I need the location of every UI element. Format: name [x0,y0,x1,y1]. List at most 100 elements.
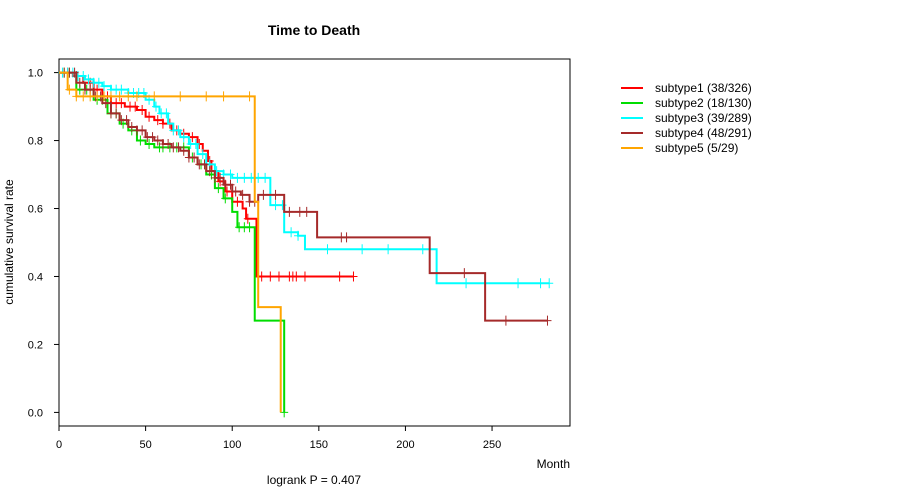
censor-mark [127,121,136,132]
legend-item: subtype1 (38/326) [621,81,752,95]
y-tick-label: 0.6 [28,204,43,216]
censor-mark [75,77,84,88]
censor-mark [65,84,74,95]
censor-mark [145,138,154,149]
censor-mark [136,135,145,146]
censor-mark [115,91,124,102]
series-5 [59,71,282,413]
censor-mark [79,70,88,81]
censor-mark [302,206,311,217]
censor-mark [545,278,554,289]
legend-label: subtype4 (48/291) [655,126,752,140]
censor-mark [100,81,109,92]
y-axis: 0.0 0.2 0.4 0.6 0.8 1.0 [28,68,59,419]
censor-mark [100,91,109,102]
censor-mark [214,183,223,194]
censor-mark [179,145,188,156]
legend-item: subtype5 (5/29) [621,141,738,155]
legend-label: subtype3 (39/289) [655,111,752,125]
x-axis: 0 50 100 150 200 250 [56,426,501,451]
censor-mark [259,189,268,200]
legend-label: subtype1 (38/326) [655,81,752,95]
censor-mark [226,169,235,180]
censor-mark [162,108,171,119]
legend-label: subtype2 (18/130) [655,96,752,110]
censor-mark [112,108,121,119]
censor-mark [294,230,303,241]
censor-mark [240,172,249,183]
x-tick-label: 100 [223,439,241,451]
x-tick-label: 0 [56,439,62,451]
censor-mark [418,244,427,255]
y-tick-label: 0.2 [28,339,43,351]
censor-mark [164,138,173,149]
censor-mark [70,67,79,78]
series-layer [58,67,554,418]
censor-mark [93,91,102,102]
censor-mark [219,91,228,102]
x-tick-label: 250 [483,439,501,451]
censor-mark [384,244,393,255]
censor-mark [72,91,81,102]
censor-mark [221,193,230,204]
censor-mark [271,189,280,200]
censor-mark [460,268,469,279]
censor-mark [202,91,211,102]
censor-mark [342,232,351,243]
x-axis-label: Month [537,457,570,471]
y-tick-label: 0.4 [28,271,43,283]
censor-mark [138,104,147,115]
series-3 [58,67,554,289]
y-axis-label: cumulative survival rate [2,179,16,305]
censor-mark [271,200,280,211]
censor-mark [153,115,162,126]
censor-mark [295,206,304,217]
censor-mark [153,135,162,146]
censor-mark [349,271,358,282]
censor-mark [124,91,133,102]
censor-mark [84,74,93,85]
censor-mark [278,200,287,211]
censor-mark [117,84,126,95]
x-tick-label: 200 [396,439,414,451]
censor-mark [462,278,471,289]
censor-mark [198,149,207,160]
y-tick-label: 0.8 [28,136,43,148]
x-tick-label: 150 [310,439,328,451]
censor-mark [514,278,523,289]
legend-label: subtype5 (5/29) [655,141,738,155]
legend-item: subtype3 (39/289) [621,111,752,125]
x-tick-label: 50 [139,439,151,451]
censor-mark [200,159,209,170]
censor-mark [238,189,247,200]
logrank-p-value: logrank P = 0.407 [267,473,362,487]
censor-mark [138,125,147,136]
censor-mark [501,315,510,326]
censor-mark [174,125,183,136]
censor-mark [179,132,188,143]
legend-item: subtype4 (48/291) [621,126,752,140]
legend-item: subtype2 (18/130) [621,96,752,110]
censor-mark [132,91,141,102]
censor-mark [117,98,126,109]
censor-mark [233,196,242,207]
censor-mark [226,179,235,190]
censor-mark [190,152,199,163]
censor-mark [536,278,545,289]
censor-mark [358,244,367,255]
censor-mark [335,271,344,282]
plot-frame [58,58,571,427]
censor-mark [150,91,159,102]
censor-mark [261,172,270,183]
censor-mark [543,315,552,326]
censor-mark [233,172,242,183]
censor-mark [274,271,283,282]
censor-mark [245,91,254,102]
censor-mark [292,271,301,282]
y-tick-label: 0.0 [28,407,43,419]
censor-mark [323,244,332,255]
censor-mark [94,77,103,88]
censor-mark [79,91,88,102]
censor-mark [245,222,254,233]
